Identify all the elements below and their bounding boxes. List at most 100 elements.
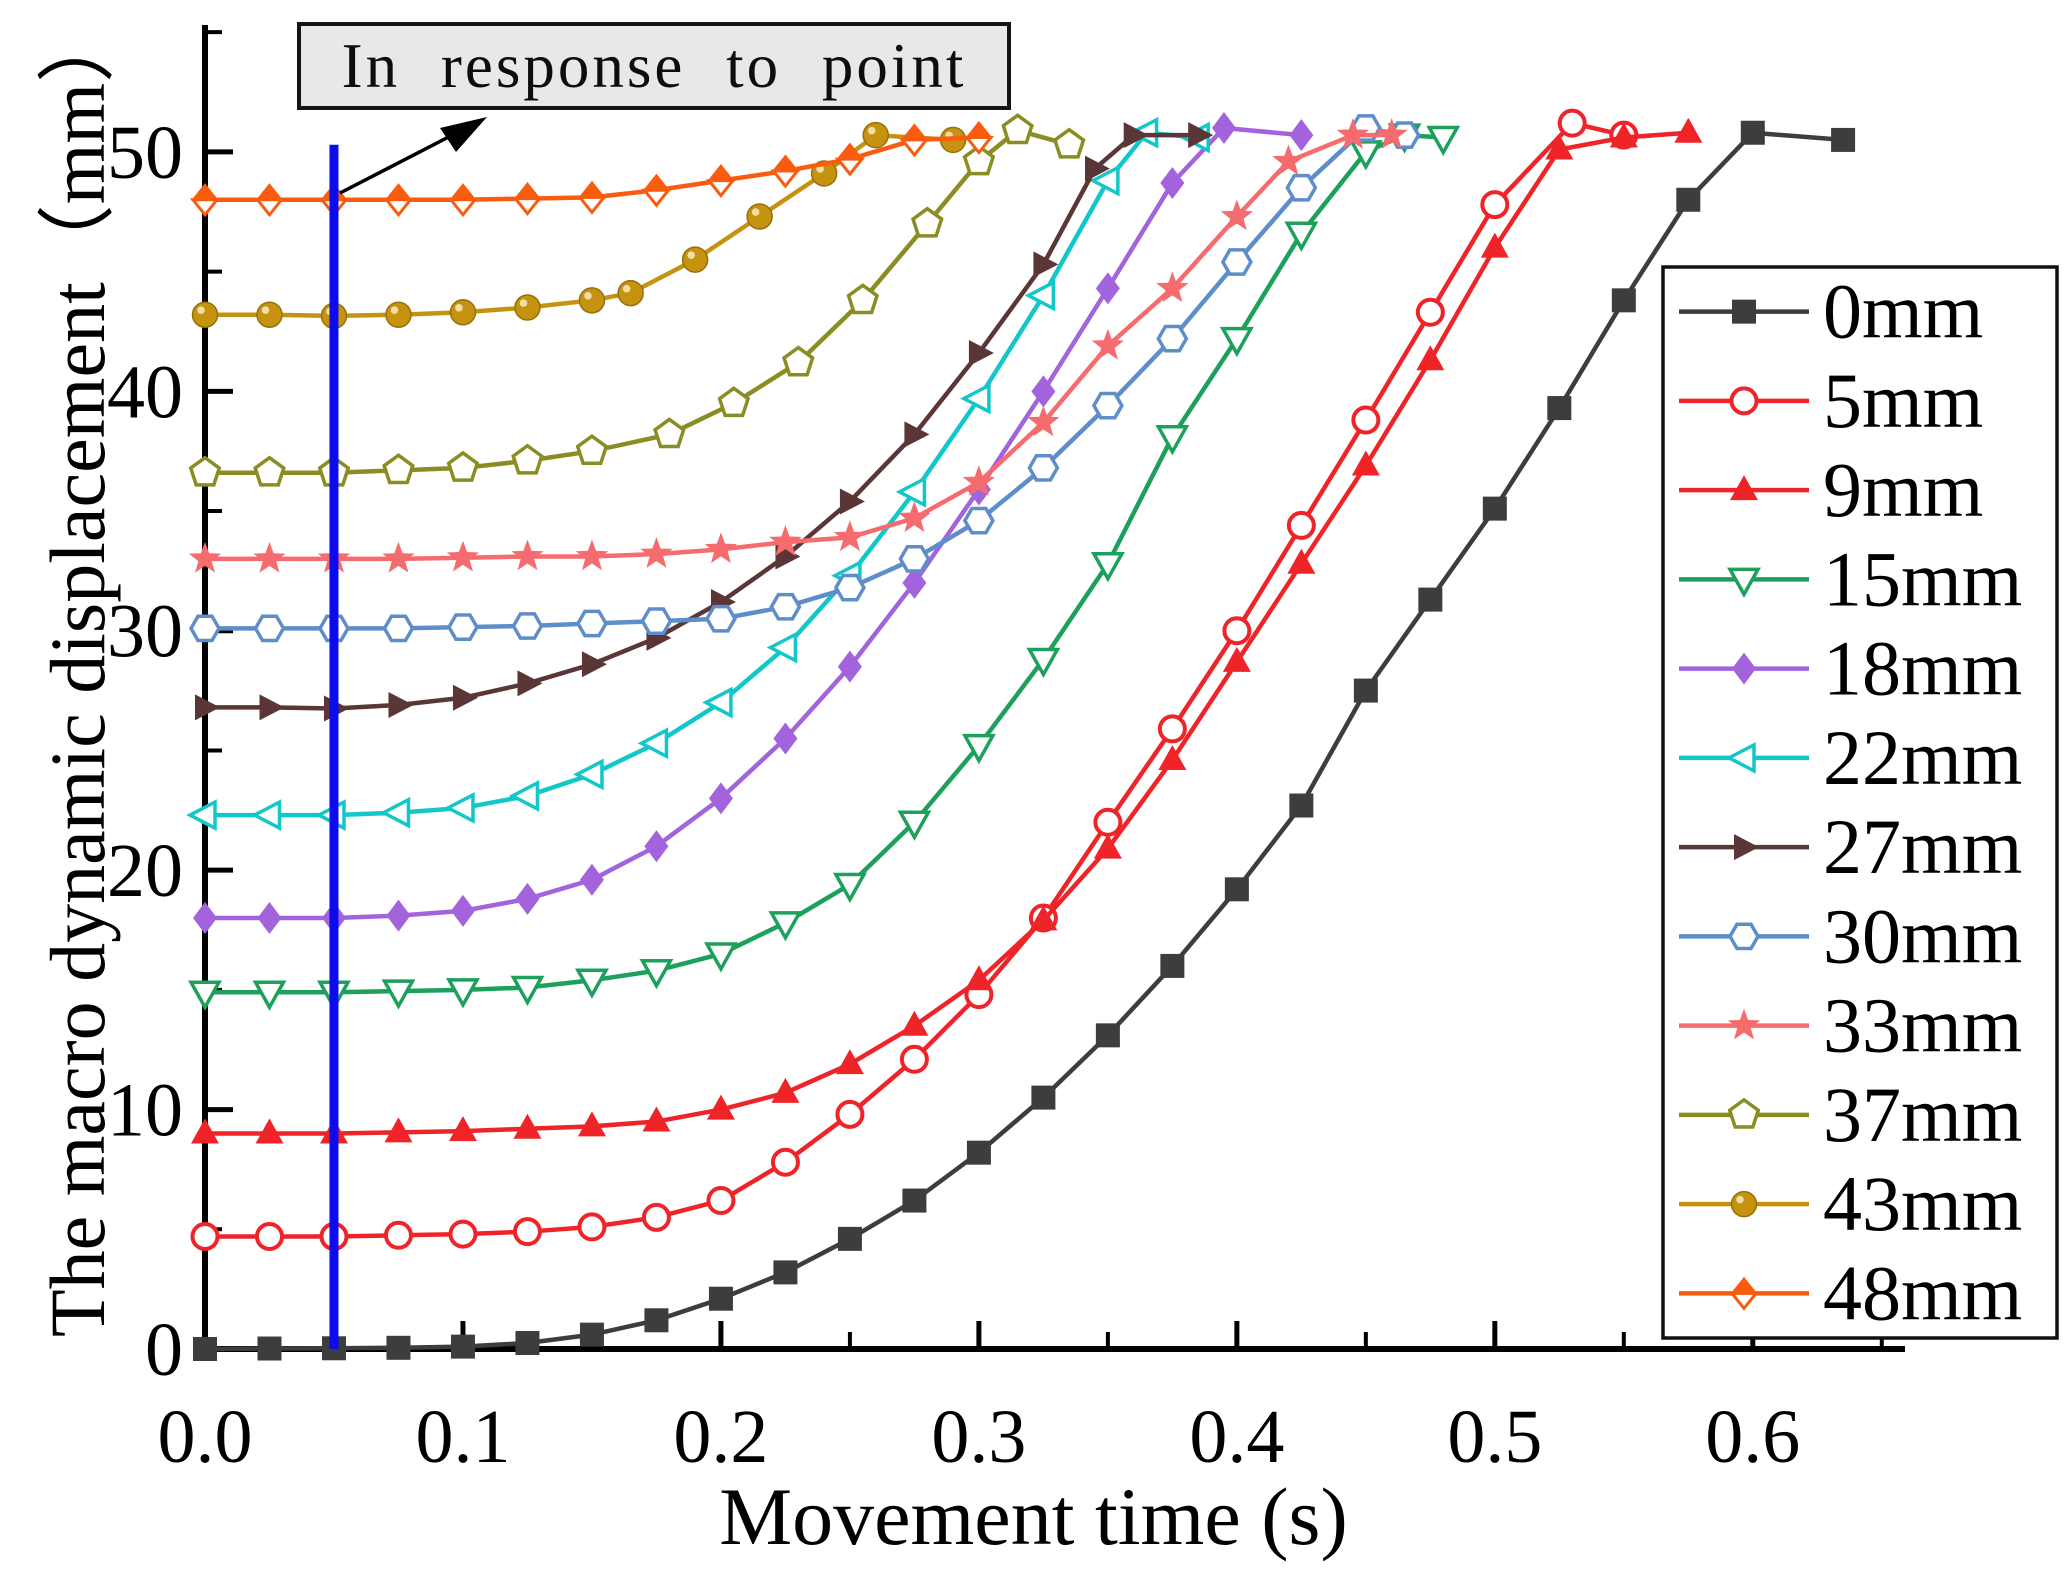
square-marker — [1482, 496, 1507, 521]
half-diamond-fill — [964, 120, 993, 139]
ball-marker — [681, 246, 709, 273]
series-37mm — [188, 113, 1086, 487]
triangle-down-marker — [961, 733, 996, 765]
triangle-down-marker — [1727, 567, 1761, 598]
legend-label: 9mm — [1823, 446, 1983, 533]
triangle-down-marker — [1426, 125, 1461, 157]
y-tick-label: 50 — [107, 111, 183, 195]
triangle-up-marker — [771, 1077, 800, 1103]
half-diamond-fill — [577, 180, 607, 199]
circle-open-marker — [770, 1147, 800, 1177]
hexagon-marker — [1027, 454, 1060, 482]
triangle-left-marker — [250, 799, 282, 831]
circle-open-marker — [254, 1221, 284, 1251]
diamond-marker — [902, 566, 927, 599]
ball-highlight — [455, 304, 463, 312]
half-diamond-open — [189, 198, 221, 218]
legend-item-22mm: 22mm — [1679, 714, 2022, 801]
legend-label: 0mm — [1823, 268, 1983, 355]
pentagon-marker — [782, 345, 815, 377]
triangle-up-marker — [1609, 122, 1638, 148]
triangle-right-marker — [452, 684, 478, 711]
triangle-down-marker — [1348, 140, 1383, 171]
triangle-down-marker — [1219, 326, 1254, 358]
pentagon-marker — [446, 450, 480, 482]
ball-marker — [385, 301, 412, 328]
star-marker — [962, 465, 996, 497]
legend-box — [1661, 265, 2059, 1340]
star-marker — [1375, 118, 1408, 149]
triangle-left-marker — [1024, 279, 1056, 312]
square-marker — [515, 1331, 540, 1356]
annotation-text: In response to point — [341, 30, 967, 101]
hexagon-marker — [640, 607, 673, 636]
arrow-shaft — [339, 125, 469, 195]
half-diamond-open — [834, 157, 866, 177]
half-diamond-open — [770, 169, 801, 189]
series-33mm — [188, 118, 1408, 573]
diamond-marker — [1289, 119, 1314, 152]
triangle-up-marker — [1222, 646, 1251, 672]
x-tick-label: 0.4 — [1189, 1395, 1284, 1479]
triangle-right-marker — [195, 694, 220, 721]
square-marker — [1095, 1023, 1120, 1048]
ball-highlight — [197, 306, 205, 314]
triangle-up-marker — [706, 1094, 735, 1120]
diamond-marker — [708, 782, 733, 815]
half-diamond-fill — [835, 142, 864, 161]
pentagon-marker — [653, 417, 686, 449]
triangle-right-marker — [259, 694, 285, 721]
triangle-up-marker — [1545, 134, 1574, 160]
hexagon-marker — [188, 614, 222, 643]
square-marker — [966, 1140, 991, 1165]
triangle-up-marker — [255, 1118, 284, 1144]
diamond-marker — [644, 830, 669, 863]
triangle-right-marker — [581, 651, 607, 678]
hexagon-marker — [1091, 391, 1124, 420]
hexagon-marker — [382, 614, 415, 643]
triangle-up-marker — [1416, 345, 1445, 371]
triangle-down-marker — [768, 911, 803, 942]
triangle-up-marker — [900, 1010, 929, 1036]
y-tick-label: 20 — [107, 829, 183, 913]
half-diamond-open — [899, 138, 930, 158]
square-marker — [1676, 187, 1701, 212]
series-27mm — [195, 122, 1214, 722]
square-marker — [1418, 587, 1443, 612]
triangle-down-marker — [574, 968, 609, 999]
triangle-up-marker — [448, 1116, 477, 1142]
square-marker — [644, 1308, 669, 1333]
legend-label: 33mm — [1823, 982, 2022, 1069]
triangle-left-marker — [508, 780, 540, 812]
triangle-up-marker — [1351, 450, 1380, 476]
x-tick-label: 0.2 — [673, 1395, 768, 1479]
circle-open-marker — [1351, 405, 1381, 435]
diamond-marker — [837, 650, 862, 683]
circle-open-marker — [835, 1099, 865, 1129]
triangle-left-marker — [766, 631, 798, 664]
hexagon-marker — [446, 613, 479, 642]
square-marker — [1611, 288, 1636, 313]
pentagon-marker — [253, 455, 286, 487]
ball-marker — [1730, 1190, 1758, 1218]
x-tick-label: 0.5 — [1447, 1395, 1542, 1479]
x-tick-label: 0.0 — [158, 1395, 253, 1479]
annotation-arrow — [339, 117, 487, 195]
triangle-up-marker — [642, 1106, 671, 1132]
triangle-left-marker — [186, 799, 217, 831]
legend-item-30mm: 30mm — [1679, 892, 2022, 979]
circle-open-marker — [1222, 616, 1252, 646]
half-diamond-fill — [900, 123, 929, 141]
hexagon-marker — [511, 612, 544, 640]
diamond-marker — [1160, 167, 1185, 200]
half-diamond-open — [254, 198, 285, 218]
ball-marker — [514, 294, 541, 321]
triangle-left-marker — [960, 382, 991, 415]
hexagon-marker — [704, 604, 737, 633]
half-diamond-fill — [771, 154, 800, 173]
triangle-down-marker — [445, 978, 480, 1009]
ball-marker — [578, 287, 606, 314]
half-diamond-open — [447, 198, 479, 218]
triangle-right-marker — [1084, 155, 1110, 182]
pentagon-marker — [1052, 127, 1086, 159]
